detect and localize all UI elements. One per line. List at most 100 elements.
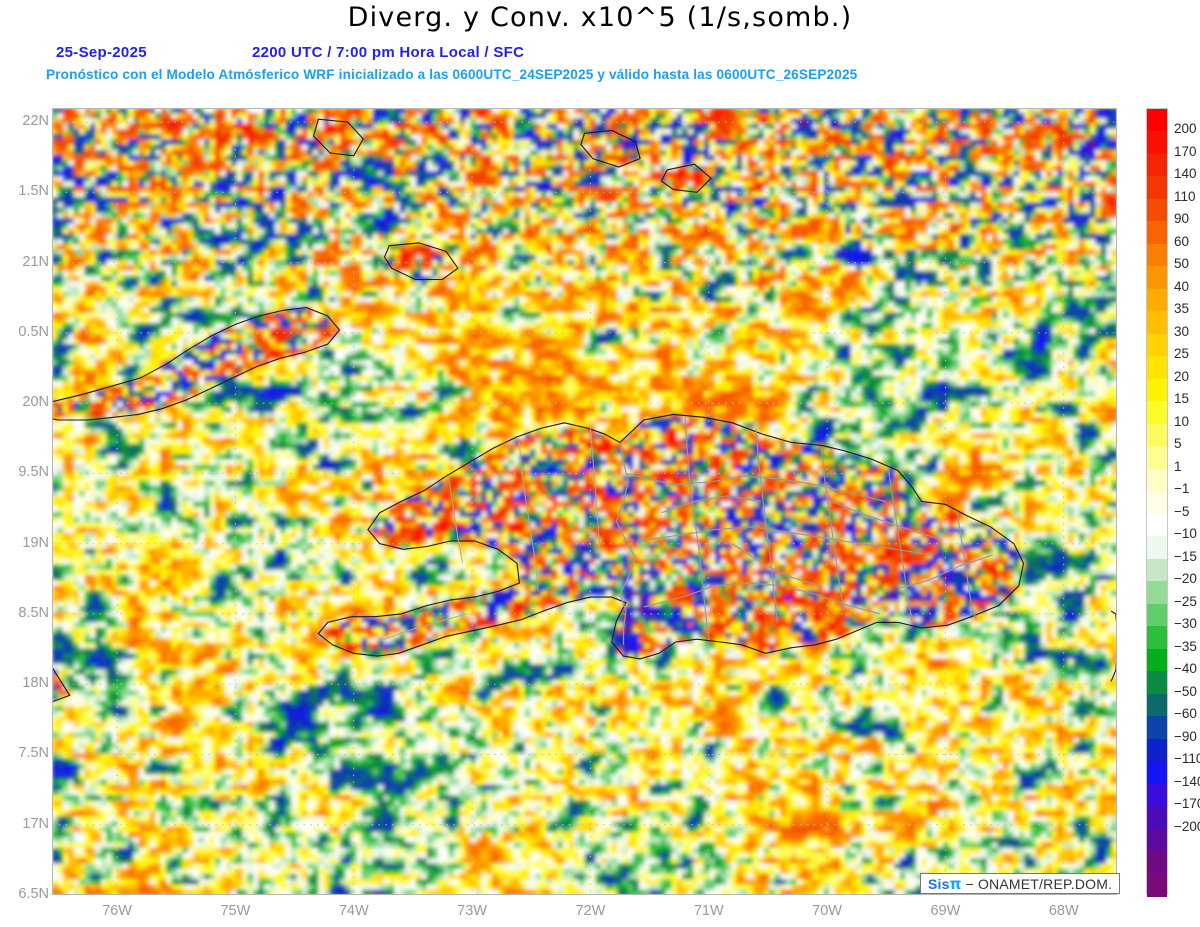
colorbar-cell	[1147, 716, 1167, 740]
colorbar-cell	[1147, 356, 1167, 380]
longitude-tick-68W: 68W	[1034, 903, 1094, 919]
colorbar-tick: −170	[1174, 796, 1200, 811]
colorbar-tick: −1	[1174, 481, 1189, 496]
colorbar-cell	[1147, 109, 1167, 133]
latitude-tick-22N: 22N	[0, 113, 49, 129]
longitude-tick-76W: 76W	[87, 903, 147, 919]
colorbar-cell	[1147, 131, 1167, 155]
latitude-tick-17.5N: 7.5N	[0, 745, 49, 761]
colorbar-tick: 50	[1174, 256, 1189, 271]
chart-header: Diverg. y Conv. x10^5 (1/s,somb.) 25-Sep…	[0, 0, 1200, 94]
model-description-label: Pronóstico con el Modelo Atmósferico WRF…	[46, 67, 857, 82]
colorbar-cell	[1147, 378, 1167, 402]
colorbar-tick: 90	[1174, 211, 1189, 226]
longitude-tick-70W: 70W	[797, 903, 857, 919]
latitude-tick-18N: 18N	[0, 675, 49, 691]
colorbar-tick: 20	[1174, 369, 1189, 384]
attribution-logo: Sis π − ONAMET/REP.DOM.	[920, 873, 1121, 894]
colorbar-cell	[1147, 761, 1167, 785]
colorbar-cell	[1147, 221, 1167, 245]
page-title: Diverg. y Conv. x10^5 (1/s,somb.)	[0, 2, 1200, 33]
latitude-tick-19N: 19N	[0, 535, 49, 551]
colorbar-tick: 200	[1174, 121, 1197, 136]
colorbar-cell	[1147, 491, 1167, 515]
longitude-tick-74W: 74W	[324, 903, 384, 919]
latitude-tick-19.5N: 9.5N	[0, 464, 49, 480]
colorbar-tick: −35	[1174, 639, 1197, 654]
colorbar-tick: 35	[1174, 301, 1189, 316]
colorbar-tick: −140	[1174, 774, 1200, 789]
subtitle-row: 25-Sep-2025 2200 UTC / 7:00 pm Hora Loca…	[0, 44, 1200, 64]
colorbar-tick: 15	[1174, 391, 1189, 406]
forecast-date-label: 25-Sep-2025	[56, 44, 147, 61]
forecast-time-label: 2200 UTC / 7:00 pm Hora Local / SFC	[252, 44, 524, 61]
colorbar-tick: 1	[1174, 459, 1182, 474]
colorbar-cell	[1147, 738, 1167, 762]
colorbar-tick: −15	[1174, 549, 1197, 564]
colorbar-cell	[1147, 828, 1167, 852]
colorbar-cell	[1147, 243, 1167, 267]
colorbar[interactable]	[1146, 108, 1168, 897]
colorbar-cell	[1147, 851, 1167, 875]
colorbar-tick: 25	[1174, 346, 1189, 361]
divergence-heatmap	[52, 108, 1117, 895]
colorbar-cell	[1147, 783, 1167, 807]
colorbar-tick: −50	[1174, 684, 1197, 699]
colorbar-cell	[1147, 558, 1167, 582]
colorbar-tick: −110	[1174, 751, 1200, 766]
map-plot-area[interactable]	[52, 108, 1117, 895]
longitude-tick-75W: 75W	[205, 903, 265, 919]
latitude-tick-20.5N: 0.5N	[0, 324, 49, 340]
latitude-tick-17N: 17N	[0, 816, 49, 832]
colorbar-cell	[1147, 446, 1167, 470]
colorbar-tick: −25	[1174, 594, 1197, 609]
logo-pi-symbol: π	[950, 875, 962, 893]
colorbar-cell	[1147, 423, 1167, 447]
colorbar-cell	[1147, 806, 1167, 830]
latitude-tick-18.5N: 8.5N	[0, 605, 49, 621]
colorbar-tick: −30	[1174, 616, 1197, 631]
colorbar-cell	[1147, 581, 1167, 605]
colorbar-cell	[1147, 873, 1167, 897]
logo-sis-text: Sis	[928, 876, 950, 892]
longitude-tick-73W: 73W	[442, 903, 502, 919]
colorbar-cell	[1147, 176, 1167, 200]
colorbar-cell	[1147, 153, 1167, 178]
longitude-tick-69W: 69W	[915, 903, 975, 919]
colorbar-tick: −60	[1174, 706, 1197, 721]
colorbar-cell	[1147, 671, 1167, 695]
colorbar-tick: 110	[1174, 189, 1196, 204]
colorbar-tick: −10	[1174, 526, 1197, 541]
colorbar-cell	[1147, 626, 1167, 650]
colorbar-cell	[1147, 266, 1167, 290]
colorbar-cell	[1147, 648, 1167, 672]
longitude-tick-71W: 71W	[679, 903, 739, 919]
colorbar-tick: 30	[1174, 324, 1189, 339]
colorbar-cell	[1147, 333, 1167, 357]
colorbar-tick: −5	[1174, 504, 1189, 519]
colorbar-cell	[1147, 198, 1167, 223]
latitude-tick-21.5N: 1.5N	[0, 183, 49, 199]
colorbar-tick: 5	[1174, 436, 1182, 451]
colorbar-cell	[1147, 401, 1167, 425]
colorbar-tick: −20	[1174, 571, 1197, 586]
latitude-tick-16.5N: 6.5N	[0, 886, 49, 902]
longitude-tick-72W: 72W	[560, 903, 620, 919]
colorbar-tick: 60	[1174, 234, 1189, 249]
colorbar-cell	[1147, 603, 1167, 627]
colorbar-cell	[1147, 468, 1167, 492]
colorbar-tick: 40	[1174, 279, 1189, 294]
colorbar-tick: −90	[1174, 729, 1197, 744]
colorbar-cell	[1147, 311, 1167, 335]
colorbar-tick: 10	[1174, 414, 1189, 429]
colorbar-tick: −40	[1174, 661, 1197, 676]
latitude-tick-20N: 20N	[0, 394, 49, 410]
colorbar-cell	[1147, 693, 1167, 717]
logo-org-text: − ONAMET/REP.DOM.	[966, 876, 1113, 892]
latitude-tick-21N: 21N	[0, 254, 49, 270]
colorbar-cell	[1147, 513, 1167, 537]
colorbar-cell	[1147, 536, 1167, 560]
colorbar-tick: 170	[1174, 144, 1197, 159]
colorbar-tick: 140	[1174, 166, 1197, 181]
colorbar-tick: −200	[1174, 819, 1200, 834]
